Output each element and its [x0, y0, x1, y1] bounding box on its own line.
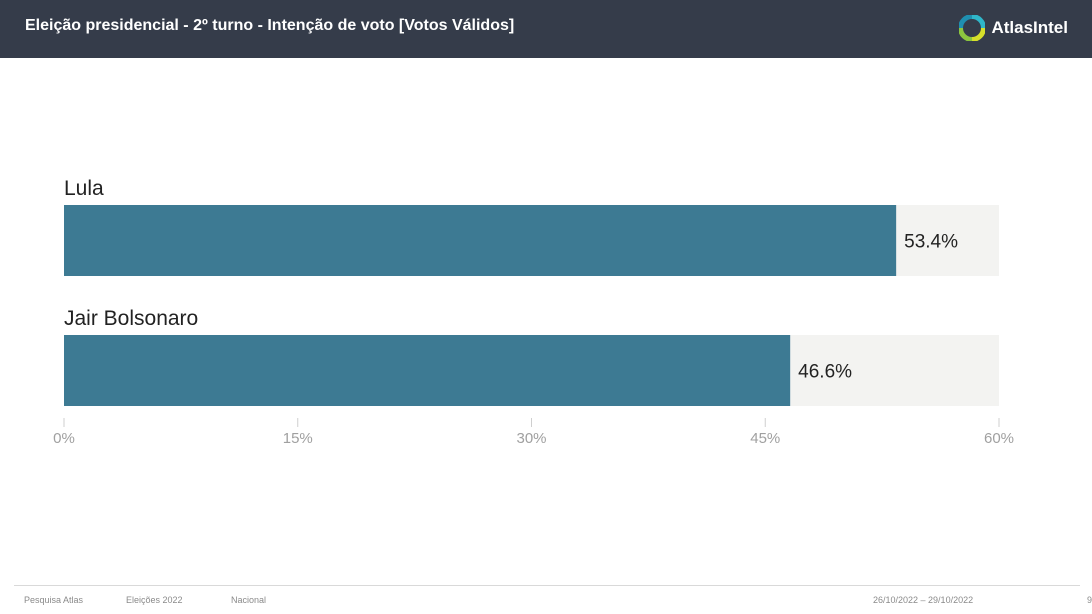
footer-dates: 26/10/2022 – 29/10/2022 [873, 595, 974, 605]
footer-scope: Nacional [231, 595, 267, 605]
page-number: 9 [1087, 595, 1092, 605]
data-label: 53.4% [904, 232, 958, 253]
footer-divider [14, 585, 1080, 586]
bar-chart: Lula 53.4% Jair Bolsonaro 46.6% 0% 15% 30% 45% 6… [53, 177, 1014, 447]
brand: AtlasIntel [959, 14, 1068, 42]
x-tick-label: 15% [283, 430, 313, 447]
page-title: Eleição presidencial - 2º turno - Intenç… [25, 17, 515, 34]
x-tick-label: 45% [750, 430, 780, 447]
bar [64, 205, 897, 276]
x-tick-label: 30% [516, 430, 546, 447]
footer-survey: Eleições 2022 [126, 595, 183, 605]
atlasintel-logo-icon [959, 15, 986, 41]
x-tick-label: 0% [53, 430, 75, 447]
category-label: Jair Bolsonaro [64, 307, 198, 330]
brand-name: AtlasIntel [991, 18, 1068, 37]
footer-source: Pesquisa Atlas [24, 595, 84, 605]
data-label: 46.6% [798, 362, 852, 383]
bar [64, 335, 791, 406]
x-tick-label: 60% [984, 430, 1014, 447]
category-label: Lula [64, 177, 104, 200]
header-bar: Eleição presidencial - 2º turno - Intenç… [0, 0, 1092, 58]
